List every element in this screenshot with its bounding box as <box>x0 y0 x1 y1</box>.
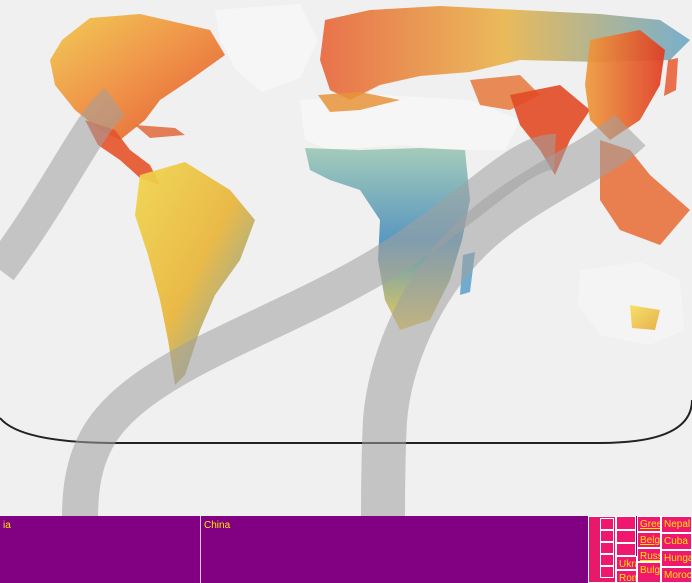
treemap-strip: ia China Greece Belgium Russia Ukraine R… <box>0 516 692 583</box>
greenland <box>215 4 318 92</box>
treemap-cell-china[interactable]: China <box>200 516 588 583</box>
treemap-cell-greece[interactable]: Greece <box>637 516 661 532</box>
treemap-tiny-block <box>600 554 614 566</box>
map-frame <box>0 399 692 444</box>
caribbean <box>135 125 185 138</box>
treemap-cell-romania[interactable]: Romania <box>616 570 637 583</box>
treemap-cell-label: Cuba <box>664 536 688 547</box>
treemap-tiny-block <box>616 543 636 556</box>
flow-band-americas <box>0 88 126 281</box>
treemap-tiny-block <box>616 516 636 530</box>
treemap-cell-label: China <box>204 520 231 531</box>
flow-band-india <box>62 134 556 521</box>
region-southeast-asia <box>600 140 690 245</box>
treemap-cell-label: Hungary <box>664 553 691 564</box>
treemap-tiny-block <box>600 518 614 530</box>
treemap-tiny-block <box>616 530 636 543</box>
region-australia <box>630 305 660 330</box>
treemap-cell-morocco[interactable]: Morocco <box>661 567 692 583</box>
flow-band-china <box>361 113 646 521</box>
treemap-cell-label: Nepal <box>664 519 691 530</box>
treemap-cell-label: Greece <box>640 519 660 530</box>
treemap-cell-label: Bulgaria <box>640 565 661 576</box>
treemap-tiny-block <box>600 542 614 554</box>
region-europe <box>320 6 690 100</box>
treemap-cell-label: Ukraine <box>619 559 636 570</box>
treemap-tiny-block <box>600 530 614 542</box>
treemap-cell-label: Romania <box>619 573 636 583</box>
australia-outline <box>578 262 684 345</box>
treemap-cell-bulgaria[interactable]: Bulgaria <box>637 562 661 583</box>
treemap-cell-india[interactable]: ia <box>0 516 200 583</box>
treemap-cell-nepal[interactable]: Nepal <box>661 516 692 533</box>
treemap-cell-hungary[interactable]: Hungary <box>661 550 692 567</box>
japan <box>664 58 678 96</box>
treemap-tiny-block <box>600 566 614 578</box>
region-south-asia <box>510 85 590 175</box>
treemap-cell-label: Morocco <box>664 570 692 581</box>
treemap-cell-label: Russia <box>640 551 660 562</box>
treemap-cell-belgium[interactable]: Belgium <box>637 532 661 548</box>
treemap-cell-ukraine[interactable]: Ukraine <box>616 556 637 570</box>
treemap-cell-cuba[interactable]: Cuba <box>661 533 692 550</box>
region-east-asia <box>585 30 665 140</box>
treemap-cell-label: Belgium <box>640 535 661 546</box>
region-north-america <box>50 14 225 140</box>
treemap-cell-label: ia <box>3 520 11 531</box>
region-south-america <box>135 162 255 385</box>
treemap-cell-russia[interactable]: Russia <box>637 548 661 562</box>
region-north-africa <box>318 92 400 112</box>
